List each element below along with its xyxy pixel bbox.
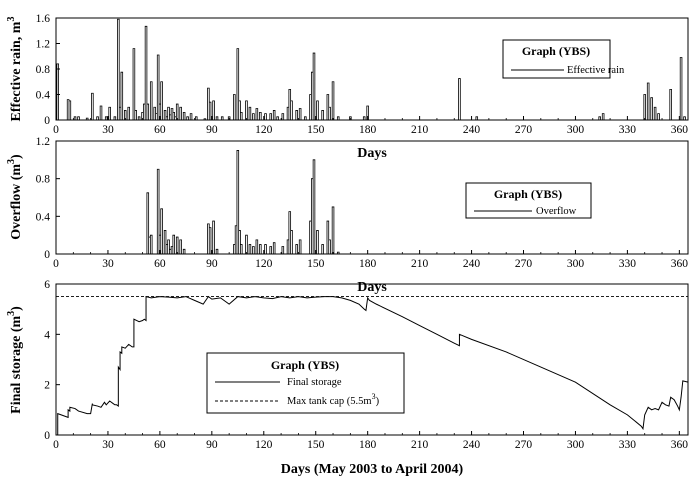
y-axis-label: Effective rain, m3 — [6, 17, 24, 122]
x-tick-label: 60 — [154, 124, 166, 136]
panel-overflow: 0 0.4 0.8 1.2 0 30 60 90 120 150 180 210 240 270 300 3… — [6, 136, 689, 295]
x-axis-label: Days — [357, 146, 387, 161]
legend-box — [465, 182, 592, 219]
x-tick-label: 330 — [619, 124, 637, 136]
x-tick-label: 150 — [307, 258, 325, 270]
y-axis-label: Overflow (m3) — [6, 154, 24, 240]
x-tick-label: 210 — [411, 439, 429, 451]
x-tick-label: 90 — [206, 124, 218, 136]
y-tick-label: 2 — [44, 380, 50, 392]
x-ticks: 0 30 60 90 120 150 180 210 240 270 300 330 360 — [53, 431, 688, 451]
y-tick-label: 1.6 — [36, 13, 51, 25]
x-tick-label: 150 — [307, 124, 325, 136]
x-tick-label: 300 — [567, 258, 585, 270]
x-tick-label: 30 — [102, 439, 114, 451]
legend-title: Graph (YBS) — [522, 44, 590, 58]
x-tick-label: 360 — [671, 124, 689, 136]
x-tick-label: 240 — [463, 124, 481, 136]
legend: Graph (YBS) Effective rain — [502, 39, 625, 79]
x-tick-label: 90 — [206, 258, 218, 270]
legend-box — [502, 39, 611, 79]
x-tick-label: 240 — [463, 439, 481, 451]
x-tick-label: 30 — [102, 124, 114, 136]
y-tick-label: 0.8 — [36, 64, 51, 76]
x-tick-label: 240 — [463, 258, 481, 270]
x-ticks: 0 30 60 90 120 150 180 210 240 270 300 330 360 — [53, 250, 688, 270]
x-axis-label: Days (May 2003 to April 2004) — [281, 462, 464, 477]
y-ticks: 0 0.4 0.8 1.2 1.6 — [36, 13, 60, 127]
x-tick-label: 60 — [154, 258, 166, 270]
x-tick-label: 360 — [671, 439, 689, 451]
x-tick-label: 210 — [411, 258, 429, 270]
x-tick-label: 0 — [53, 124, 59, 136]
x-tick-label: 180 — [359, 439, 377, 451]
x-tick-label: 120 — [255, 439, 273, 451]
y-tick-label: 0 — [44, 115, 50, 127]
legend: Graph (YBS) Final storage Max tank cap (… — [206, 352, 405, 414]
y-ticks: 0 2 4 6 — [44, 279, 60, 442]
y-tick-label: 0.4 — [36, 90, 51, 102]
legend-box — [206, 352, 405, 414]
legend-title: Graph (YBS) — [494, 187, 562, 201]
y-tick-label: 6 — [44, 279, 50, 291]
series-overflow — [56, 150, 688, 255]
legend-title: Graph (YBS) — [271, 358, 339, 372]
legend-entry-max-tank-cap: Max tank cap (5.5m3) — [287, 392, 380, 407]
series-final-storage — [56, 295, 689, 436]
y-tick-label: 1.2 — [36, 136, 51, 148]
y-tick-label: 0.4 — [36, 211, 51, 223]
x-ticks: 0 30 60 90 120 150 180 210 240 270 300 330 360 — [53, 116, 688, 136]
y-tick-label: 0 — [44, 249, 50, 261]
x-tick-label: 270 — [515, 439, 533, 451]
x-tick-label: 30 — [102, 258, 114, 270]
legend-entry: Effective rain — [567, 65, 625, 76]
legend: Graph (YBS) Overflow — [465, 182, 592, 219]
plot-frame — [55, 283, 689, 436]
x-tick-label: 150 — [307, 439, 325, 451]
y-tick-label: 1.2 — [36, 39, 51, 51]
x-tick-label: 330 — [619, 439, 637, 451]
series-effective-rain — [56, 18, 688, 121]
x-tick-label: 0 — [53, 439, 59, 451]
x-tick-label: 120 — [255, 258, 273, 270]
x-tick-label: 90 — [206, 439, 218, 451]
x-tick-label: 360 — [671, 258, 689, 270]
x-tick-label: 180 — [359, 258, 377, 270]
x-tick-label: 330 — [619, 258, 637, 270]
x-tick-label: 120 — [255, 124, 273, 136]
x-tick-label: 270 — [515, 124, 533, 136]
y-tick-label: 0 — [44, 430, 50, 442]
x-tick-label: 270 — [515, 258, 533, 270]
y-axis-label: Final storage (m3) — [6, 306, 24, 414]
legend-entry-final-storage: Final storage — [287, 377, 342, 388]
y-tick-label: 4 — [44, 329, 50, 341]
panel-effective-rain: 0 0.4 0.8 1.2 1.6 0 30 60 90 120 150 180 210 240 270 3… — [6, 13, 689, 161]
x-tick-label: 210 — [411, 124, 429, 136]
y-tick-label: 0.8 — [36, 174, 51, 186]
x-tick-label: 60 — [154, 439, 166, 451]
legend-entry: Overflow — [536, 206, 577, 217]
x-tick-label: 180 — [359, 124, 377, 136]
x-tick-label: 0 — [53, 258, 59, 270]
x-axis-label: Days — [357, 280, 387, 295]
x-tick-label: 300 — [567, 439, 585, 451]
x-tick-label: 300 — [567, 124, 585, 136]
